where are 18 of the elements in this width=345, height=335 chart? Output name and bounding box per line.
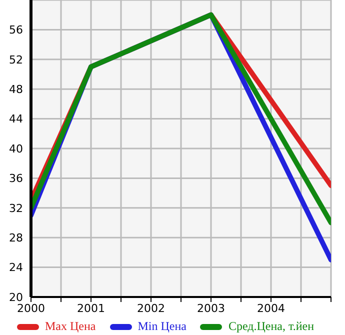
y-tick-label: 44 — [9, 112, 23, 126]
y-tick-label: 32 — [9, 202, 23, 215]
y-tick-label: 28 — [9, 232, 23, 245]
y-tick-label: 24 — [9, 261, 23, 274]
x-tick-label: 2001 — [77, 302, 105, 315]
x-tick-label: 2003 — [197, 302, 225, 315]
x-tick-label: 2000 — [17, 302, 45, 315]
y-tick-label: 20 — [9, 290, 23, 304]
x-tick-label: 2002 — [137, 302, 165, 315]
x-tick-label: 2004 — [257, 302, 285, 315]
y-tick-label: 52 — [9, 53, 23, 66]
legend-label: Min Цена — [136, 319, 186, 334]
y-tick-label: 40 — [9, 142, 23, 156]
legend-label: Сред.Цена, т.йен — [227, 319, 314, 334]
y-tick-label: 56 — [9, 24, 23, 37]
y-tick-label: 36 — [9, 172, 23, 186]
y-tick-label: 48 — [9, 83, 23, 96]
legend-label: Max Цена — [44, 319, 96, 334]
